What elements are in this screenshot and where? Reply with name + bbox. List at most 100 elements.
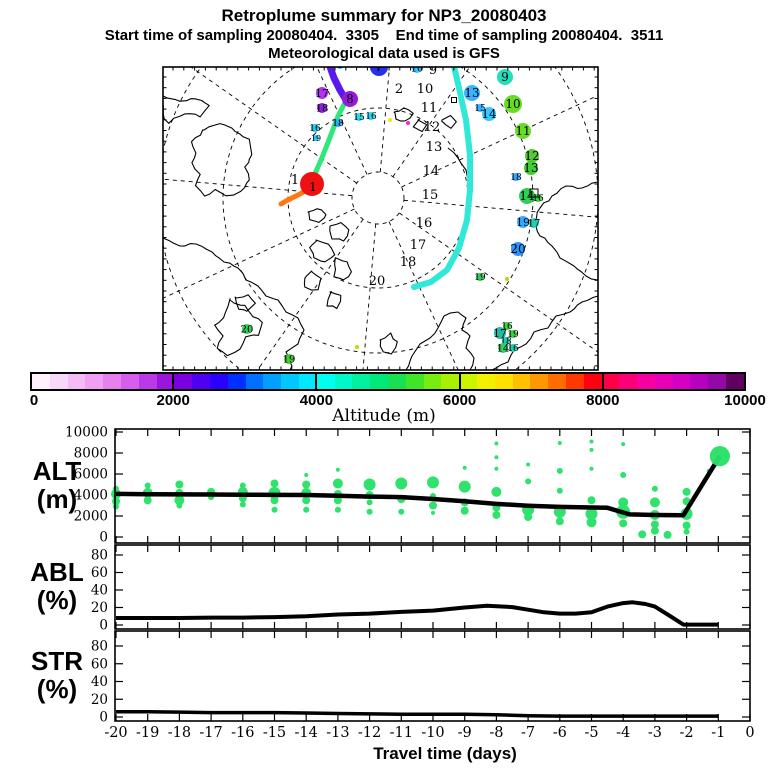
graticule-meridian <box>362 223 377 370</box>
y-tick-label: 80 <box>91 639 108 655</box>
graticule-meridian <box>392 67 471 177</box>
map-bubble <box>476 273 484 281</box>
y-tick-label: 8000 <box>74 446 108 462</box>
colorbar-tick-label: 8000 <box>586 392 620 409</box>
coastline <box>447 147 471 185</box>
map-square-marker <box>451 97 457 103</box>
alt-bubble <box>271 506 278 513</box>
alt-bubble <box>302 496 311 505</box>
alt-bubble <box>429 501 437 510</box>
y-tick-label: 60 <box>91 565 108 581</box>
graticule-meridian <box>388 221 459 370</box>
map-bubble <box>412 67 422 73</box>
map-bubble <box>509 330 517 338</box>
map-bubble <box>529 218 539 228</box>
alt-bubble <box>526 462 531 467</box>
alt-bubble <box>460 506 469 515</box>
alt-bubble <box>651 485 658 492</box>
colorbar-cell <box>690 374 709 389</box>
panel-border <box>114 544 751 630</box>
graticule-meridian <box>399 212 598 353</box>
colorbar-cell <box>476 374 495 389</box>
colorbar-tick-label: 0 <box>29 392 39 409</box>
map-bubble <box>524 161 538 175</box>
map-bubble <box>505 277 509 281</box>
alt-bubble <box>491 486 502 497</box>
sampling-time-line: Start time of sampling 20080404. 3305 En… <box>104 27 664 44</box>
map-square-marker <box>529 188 539 198</box>
colorbar-cell <box>512 374 531 389</box>
coastline <box>379 332 398 355</box>
colorbar-cell <box>227 374 246 389</box>
map-bubble-label: 20 <box>510 242 525 256</box>
alt-bubble <box>175 480 184 489</box>
panel-label-unit: (%) <box>37 585 77 615</box>
coastline <box>405 311 475 370</box>
map-bubble <box>534 194 542 202</box>
alt-bubble <box>524 513 533 522</box>
map-bubble-label: 7 <box>375 60 383 74</box>
map-bubble <box>388 118 392 122</box>
alt-bubble <box>270 496 279 505</box>
alt-bubble <box>683 528 690 535</box>
y-tick-label: 40 <box>91 583 108 599</box>
colorbar-tick-label: 4000 <box>299 392 334 409</box>
colorbar-cell <box>726 374 744 389</box>
map-bubble-label: 19 <box>507 330 519 340</box>
alt-bubble <box>395 477 408 490</box>
coastline <box>309 239 336 263</box>
alt-bubble <box>682 487 691 496</box>
x-axis-label: -10 <box>421 725 444 741</box>
alt-bubble <box>332 478 343 489</box>
alt-bubble <box>525 478 532 485</box>
alt-bubble <box>143 496 152 505</box>
colorbar-cell <box>459 374 477 389</box>
y-tick-label: 2000 <box>74 509 108 525</box>
map-day-label: 1 <box>291 173 299 188</box>
colorbar-cell <box>654 374 673 389</box>
map-day-label: 13 <box>426 140 443 155</box>
map-bubble-label: 19 <box>311 134 321 143</box>
graticule-circle <box>351 171 405 225</box>
colorbar-cell <box>708 374 727 389</box>
alt-bubble <box>620 472 627 479</box>
coastline <box>303 270 322 291</box>
y-tick-label: 60 <box>91 656 108 672</box>
colorbar-cell <box>298 374 317 389</box>
page-title: Retroplume summary for NP3_20080403 <box>221 6 547 25</box>
alt-bubble <box>462 465 467 470</box>
colorbar-cell <box>67 374 86 389</box>
colorbar-divider <box>172 372 175 391</box>
map-bubble-label: 13 <box>523 161 538 175</box>
y-tick-label: 0 <box>99 530 108 546</box>
map-bubble <box>482 107 496 121</box>
alt-bubble <box>366 499 373 506</box>
x-axis-label: -9 <box>458 725 472 741</box>
map-day-label: 16 <box>416 216 433 231</box>
x-axis-label: -14 <box>295 725 318 741</box>
y-tick-label: 0 <box>99 618 108 634</box>
colorbar-cell <box>405 374 424 389</box>
alt-bubble <box>494 455 499 460</box>
x-axis-label: -17 <box>199 725 222 741</box>
colorbar-cell <box>32 374 50 389</box>
coastline <box>190 123 253 197</box>
map-bubble <box>512 173 520 181</box>
map-day-label: 10 <box>417 82 434 97</box>
map-day-label: 17 <box>410 238 427 253</box>
alt-bubble <box>492 510 501 519</box>
coastline <box>163 95 210 124</box>
colorbar-cell <box>138 374 157 389</box>
alt-bubble <box>270 479 279 488</box>
str-line <box>116 709 719 718</box>
alt-bubble <box>618 497 629 508</box>
y-tick-label: 4000 <box>74 488 108 504</box>
colorbar-cell <box>370 374 388 389</box>
alt-bubble <box>650 526 659 535</box>
alt-bubble <box>649 497 660 508</box>
colorbar-cell <box>352 374 371 389</box>
alt-bubble-end <box>709 446 730 467</box>
